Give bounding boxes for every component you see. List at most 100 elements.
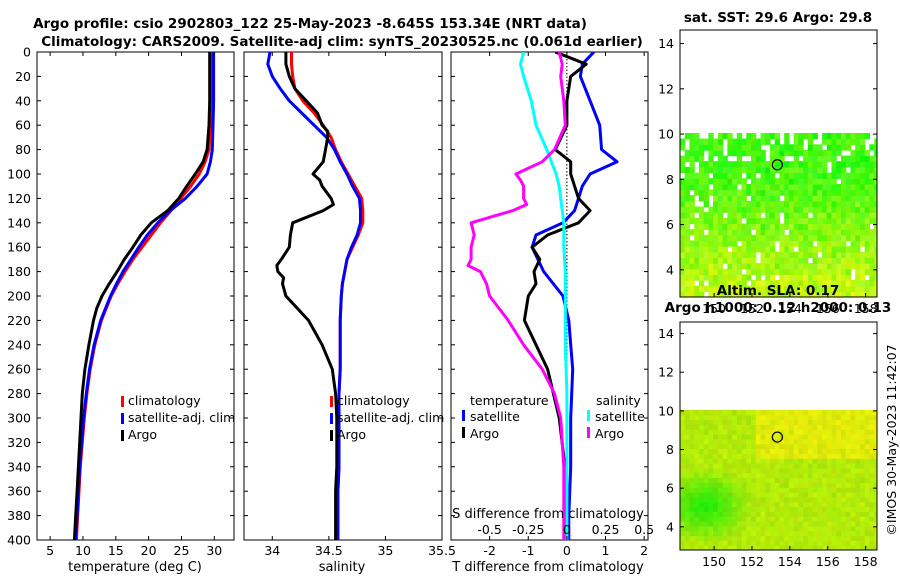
heatmap-cell bbox=[817, 229, 823, 236]
heatmap-cell bbox=[850, 263, 856, 270]
heatmap-cell bbox=[689, 200, 695, 208]
heatmap-cell bbox=[845, 443, 851, 450]
x-tick-label: 35 bbox=[377, 543, 393, 558]
heatmap-cell bbox=[713, 487, 719, 493]
heatmap-cell bbox=[722, 183, 728, 191]
heatmap-cell bbox=[755, 472, 762, 479]
heatmap-cell bbox=[698, 144, 705, 151]
heatmap-cell bbox=[727, 414, 733, 421]
heatmap-cell bbox=[751, 530, 757, 537]
heatmap-cell bbox=[770, 149, 776, 157]
heatmap-cell bbox=[845, 477, 851, 483]
heatmap-cell bbox=[741, 263, 747, 270]
heatmap-cell bbox=[874, 438, 877, 445]
heatmap-cell bbox=[817, 429, 823, 435]
heatmap-cell bbox=[788, 144, 795, 151]
heatmap-cell bbox=[793, 467, 799, 474]
heatmap-cell bbox=[822, 133, 828, 140]
heatmap-cell bbox=[717, 291, 724, 297]
heatmap-cell bbox=[831, 200, 837, 208]
temperature-series bbox=[72, 52, 216, 540]
heatmap-cell bbox=[869, 161, 875, 168]
heatmap-cell bbox=[793, 263, 799, 270]
heatmap-cell bbox=[798, 516, 804, 522]
heatmap-cell bbox=[717, 472, 724, 479]
heatmap-cell bbox=[684, 217, 690, 225]
heatmap-cell bbox=[732, 525, 738, 532]
heatmap-cell bbox=[812, 453, 818, 459]
heatmap-cell bbox=[727, 443, 733, 450]
heatmap-cell bbox=[708, 161, 714, 168]
heatmap-cell bbox=[812, 511, 818, 517]
heatmap-cell bbox=[698, 257, 705, 264]
heatmap-cell bbox=[807, 506, 814, 512]
heatmap-cell bbox=[694, 178, 700, 185]
heatmap-cell bbox=[717, 424, 724, 430]
heatmap-cell bbox=[774, 155, 780, 162]
heatmap-cell bbox=[817, 525, 823, 532]
heatmap-cell bbox=[765, 268, 771, 275]
heatmap-cell bbox=[869, 217, 875, 225]
heatmap-cell bbox=[732, 443, 738, 450]
heatmap-cell bbox=[798, 206, 804, 213]
heatmap-cell bbox=[807, 429, 814, 435]
heatmap-cell bbox=[713, 200, 719, 208]
heatmap-cell bbox=[798, 257, 804, 264]
heatmap-cell bbox=[779, 166, 785, 174]
heatmap-cell bbox=[807, 458, 814, 464]
heatmap-cell bbox=[788, 257, 795, 264]
heatmap-cell bbox=[698, 251, 705, 258]
heatmap-cell bbox=[694, 453, 700, 459]
heatmap-cell bbox=[860, 200, 866, 208]
heatmap-cell bbox=[855, 545, 861, 550]
heatmap-cell bbox=[751, 246, 757, 253]
heatmap-cell bbox=[736, 419, 743, 425]
heatmap-cell bbox=[708, 429, 714, 435]
heatmap-cell bbox=[703, 409, 709, 416]
heatmap-cell bbox=[860, 217, 866, 225]
heatmap-cell bbox=[793, 463, 799, 469]
heatmap-cell bbox=[717, 516, 724, 522]
heatmap-cell bbox=[765, 458, 771, 464]
heatmap-cell bbox=[703, 414, 709, 421]
heatmap-cell bbox=[864, 257, 870, 264]
heatmap-cell bbox=[807, 280, 814, 287]
heatmap-cell bbox=[779, 414, 785, 421]
heatmap-cell bbox=[855, 229, 861, 236]
heatmap-cell bbox=[694, 492, 700, 498]
heatmap-cell bbox=[727, 257, 733, 264]
heatmap-cell bbox=[798, 443, 804, 450]
heatmap-cell bbox=[732, 274, 738, 281]
heatmap-cell bbox=[717, 172, 724, 179]
heatmap-cell bbox=[736, 458, 743, 464]
heatmap-cell bbox=[717, 496, 724, 503]
map-y-tick-label: 12 bbox=[658, 365, 674, 380]
heatmap-cell bbox=[694, 285, 700, 292]
heatmap-cell bbox=[874, 506, 877, 512]
heatmap-cell bbox=[713, 424, 719, 430]
heatmap-cell bbox=[770, 178, 776, 185]
heatmap-cell bbox=[845, 434, 851, 440]
salinity-x-ticks: 34 34.5 35 35.5 bbox=[264, 52, 456, 558]
heatmap-cell bbox=[822, 183, 828, 191]
heatmap-cell bbox=[694, 521, 700, 527]
heatmap-cell bbox=[860, 492, 866, 498]
heatmap-cell bbox=[689, 206, 695, 213]
x-tick-label: 15 bbox=[108, 543, 124, 558]
heatmap-cell bbox=[831, 223, 837, 230]
heatmap-cell bbox=[722, 166, 728, 174]
heatmap-cell bbox=[755, 448, 762, 454]
heatmap-cell bbox=[793, 217, 799, 225]
heatmap-cell bbox=[860, 463, 866, 469]
map-x-tick-label: 152 bbox=[740, 301, 764, 316]
heatmap-cell bbox=[826, 274, 833, 281]
heatmap-cell bbox=[836, 424, 842, 430]
heatmap-cell bbox=[703, 458, 709, 464]
depth-tick-label: 40 bbox=[15, 93, 31, 108]
heatmap-cell bbox=[841, 429, 847, 435]
heatmap-cell bbox=[689, 521, 695, 527]
s-argo-diff-line bbox=[466, 52, 567, 540]
heatmap-cell bbox=[807, 189, 814, 196]
heatmap-cell bbox=[788, 183, 795, 191]
heatmap-cell bbox=[860, 189, 866, 196]
